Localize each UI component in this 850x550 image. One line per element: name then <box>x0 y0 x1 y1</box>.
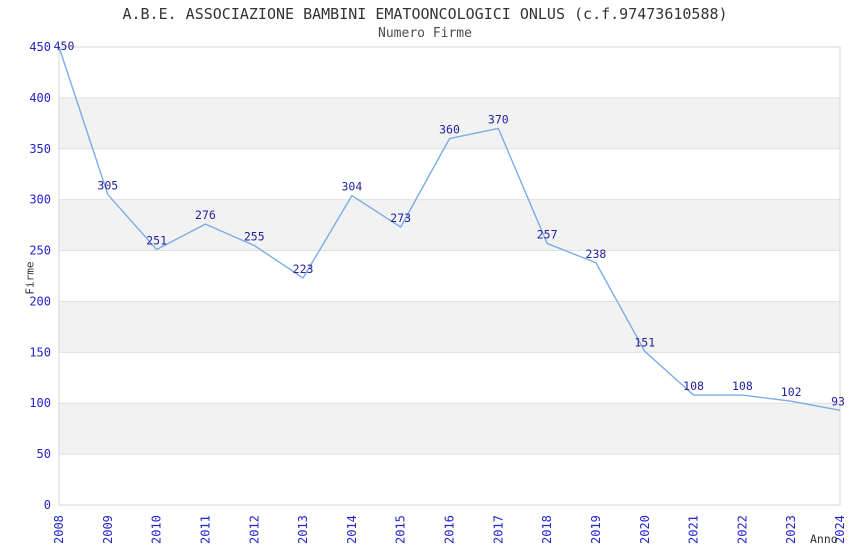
y-tick-label: 200 <box>29 294 51 308</box>
y-tick-label: 0 <box>44 498 51 512</box>
x-tick-label: 2021 <box>687 515 701 544</box>
y-tick-label: 450 <box>29 40 51 54</box>
x-tick-label: 2011 <box>198 515 212 544</box>
data-label: 276 <box>195 208 216 222</box>
data-label: 255 <box>244 229 265 243</box>
x-tick-label: 2008 <box>52 515 66 544</box>
x-tick-label: 2019 <box>589 515 603 544</box>
data-label: 257 <box>537 227 558 241</box>
y-tick-label: 250 <box>29 244 51 258</box>
data-label: 102 <box>781 385 802 399</box>
x-tick-label: 2010 <box>150 515 164 544</box>
data-label: 450 <box>54 39 75 53</box>
data-label: 305 <box>97 179 118 193</box>
plot-band <box>59 199 840 251</box>
data-label: 223 <box>293 262 314 276</box>
data-label: 151 <box>634 335 655 349</box>
data-label: 304 <box>341 180 362 194</box>
x-tick-label: 2024 <box>833 515 847 544</box>
x-tick-label: 2018 <box>540 515 554 544</box>
chart-title: A.B.E. ASSOCIAZIONE BAMBINI EMATOONCOLOG… <box>122 5 728 23</box>
plot-band <box>59 97 840 149</box>
x-tick-label: 2014 <box>345 515 359 544</box>
data-label: 360 <box>439 123 460 137</box>
x-axis-title: Anno <box>810 532 838 546</box>
data-label: 108 <box>732 379 753 393</box>
plot-band <box>59 403 840 455</box>
y-tick-label: 150 <box>29 345 51 359</box>
y-tick-label: 50 <box>37 447 51 461</box>
data-label: 251 <box>146 234 167 248</box>
x-tick-label: 2009 <box>101 515 115 544</box>
chart-subtitle: Numero Firme <box>378 26 472 41</box>
y-axis-title: Firme <box>23 261 37 295</box>
x-tick-label: 2015 <box>394 515 408 544</box>
data-label: 108 <box>683 379 704 393</box>
data-label: 93 <box>831 394 845 408</box>
x-tick-label: 2017 <box>491 515 505 544</box>
data-label: 238 <box>586 247 607 261</box>
x-tick-label: 2013 <box>296 515 310 544</box>
y-tick-label: 400 <box>29 91 51 105</box>
y-tick-label: 300 <box>29 193 51 207</box>
plot-band <box>59 301 840 353</box>
x-tick-label: 2022 <box>735 515 749 544</box>
data-line <box>58 46 841 412</box>
plot-border <box>58 46 841 506</box>
data-label: 370 <box>488 112 509 126</box>
x-tick-label: 2020 <box>638 515 652 544</box>
x-tick-label: 2016 <box>443 515 457 544</box>
y-tick-label: 100 <box>29 396 51 410</box>
x-tick-label: 2012 <box>247 515 261 544</box>
x-tick-label: 2023 <box>784 515 798 544</box>
y-tick-label: 350 <box>29 142 51 156</box>
data-label: 273 <box>390 211 411 225</box>
